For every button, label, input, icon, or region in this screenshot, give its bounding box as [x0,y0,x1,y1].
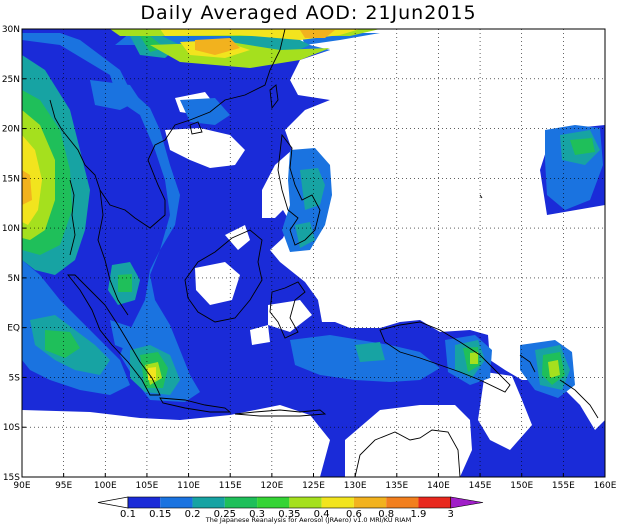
colorbar-segment [257,497,290,508]
colorbar-label: 0.6 [346,509,362,520]
y-tick-label: 10N [2,224,20,234]
colorbar-label: 1.9 [411,509,427,520]
x-tick-label: 90E [13,481,30,491]
y-tick-label: 15S [3,473,20,483]
aod-field [22,29,605,477]
x-tick-label: 135E [385,481,408,491]
colorbar-label: 0.15 [149,509,171,520]
colorbar-label: 0.8 [378,509,394,520]
x-tick-label: 105E [135,481,158,491]
colorbar-label: 3 [448,509,454,520]
low-aod-white-regions [22,29,605,477]
colorbar-high-arrow [450,496,484,509]
y-tick-label: 20N [2,125,20,135]
aod-0-4-regions [22,30,335,205]
x-tick-label: 150E [510,481,533,491]
colorbar-segment [192,497,225,508]
y-tick-label: EQ [7,324,20,334]
x-tick-label: 95E [55,481,72,491]
colorbar-label: 0.35 [278,509,300,520]
colorbar-low-arrow [97,496,129,509]
colorbar-segment [418,497,451,508]
colorbar-segment [128,497,161,508]
y-tick-label: 30N [2,25,20,35]
map-title: Daily Averaged AOD: 21Jun2015 [140,2,477,24]
colorbar-segment [386,497,419,508]
y-tick-label: 15N [2,174,20,184]
colorbar-label: 0.25 [214,509,236,520]
colorbar-label: 0.2 [185,509,201,520]
x-axis-ticks: 90E 95E 100E 105E 110E 115E 120E 125E 130E 135E 14… [13,473,617,491]
data-credit: The Japanese Reanalysis for Aerosol (JRA… [205,516,412,524]
x-tick-label: 160E [594,481,617,491]
colorbar-label: 0.3 [249,509,265,520]
y-tick-label: 5N [8,274,20,284]
colorbar: 0.1 0.15 0.2 0.25 0.3 0.35 0.4 0.6 0.8 1.9 3 [97,496,484,520]
colorbar-segment [160,497,193,508]
x-tick-label: 120E [260,481,283,491]
colorbar-segment [321,497,354,508]
y-tick-label: 10S [3,423,20,433]
colorbar-segment [353,497,387,508]
x-tick-label: 125E [302,481,325,491]
colorbar-label: 0.4 [314,509,330,520]
x-tick-label: 115E [219,481,242,491]
colorbar-segment [224,497,258,508]
y-tick-label: 5S [9,373,21,383]
colorbar-segment [289,497,322,508]
lat-lon-grid [22,29,605,477]
x-tick-label: 110E [177,481,200,491]
x-tick-label: 140E [427,481,450,491]
colorbar-label: 0.1 [120,509,136,520]
x-tick-label: 130E [344,481,367,491]
y-axis-ticks: 30N 25N 20N 15N 10N 5N EQ 5S 10S 15S [2,25,26,483]
x-tick-label: 145E [469,481,492,491]
coastlines [49,29,599,477]
y-tick-label: 25N [2,75,20,85]
x-tick-label: 155E [552,481,575,491]
x-tick-label: 100E [94,481,117,491]
